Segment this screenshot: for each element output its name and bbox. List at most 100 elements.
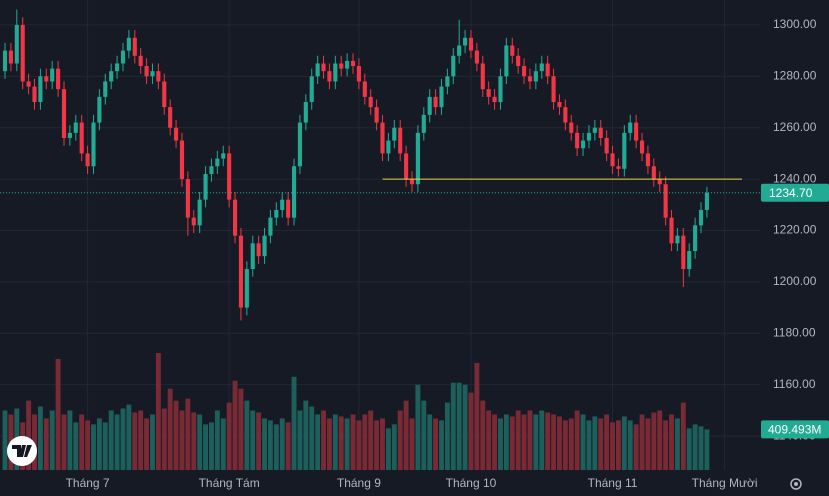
settings-icon[interactable] xyxy=(790,478,802,490)
candle-body xyxy=(645,153,650,167)
candle-body xyxy=(179,140,185,180)
volume-bar xyxy=(598,418,604,470)
volume-bar xyxy=(639,414,645,470)
candle-body xyxy=(221,153,226,159)
volume-bar xyxy=(279,418,285,470)
volume-bar xyxy=(610,422,615,470)
volume-bar xyxy=(220,418,226,470)
candle-body xyxy=(563,107,568,123)
candle-body xyxy=(44,76,49,82)
volume-bar xyxy=(568,418,574,470)
candle-body xyxy=(398,127,403,154)
candle-body xyxy=(215,158,220,167)
volume-bar xyxy=(669,414,674,470)
volume-bar xyxy=(533,414,539,470)
volume-bar xyxy=(421,400,427,470)
volume-bar xyxy=(663,420,669,470)
candle-body xyxy=(168,107,173,128)
volume-bar xyxy=(427,414,433,470)
volume-bar xyxy=(144,418,150,470)
volume-bar xyxy=(680,402,686,470)
candle-body xyxy=(433,96,438,108)
candle-body xyxy=(8,50,13,64)
volume-bar xyxy=(326,418,332,470)
price-pane xyxy=(0,9,760,321)
candle-body xyxy=(374,107,379,123)
y-tick-label: 1200.00 xyxy=(773,274,817,288)
candle-body xyxy=(598,127,603,138)
candle-body xyxy=(85,153,90,167)
candle-body xyxy=(669,217,674,244)
volume-bar xyxy=(621,416,627,470)
candle-body xyxy=(120,50,126,64)
volume-bar xyxy=(486,410,492,470)
volume-bar xyxy=(627,420,633,470)
volume-bar xyxy=(515,410,521,470)
gear[interactable] xyxy=(790,478,802,490)
candle-body xyxy=(704,192,709,210)
candle-body xyxy=(421,114,426,133)
candle-body xyxy=(639,140,645,154)
candle-body xyxy=(32,86,37,103)
volume-bar xyxy=(633,424,639,470)
candle-body xyxy=(244,269,249,308)
y-tick-label: 1300.00 xyxy=(773,17,817,31)
volume-bar xyxy=(403,400,409,470)
candle-body xyxy=(303,102,308,123)
candle-body xyxy=(350,60,356,67)
last-volume-box xyxy=(761,420,829,439)
volume-bar xyxy=(167,388,173,470)
volume-bar xyxy=(657,410,663,470)
volume-bar xyxy=(385,428,391,470)
volume-bar xyxy=(273,424,279,470)
volume-bar xyxy=(185,398,191,470)
volume-bar xyxy=(238,388,244,470)
candle-body xyxy=(404,153,409,180)
candle-body xyxy=(415,132,420,185)
volume-bar xyxy=(409,418,415,470)
volume-bar xyxy=(49,410,55,470)
candle-body xyxy=(256,243,261,257)
candle-body xyxy=(280,199,285,210)
candle-body xyxy=(451,55,456,77)
candle-body xyxy=(109,71,114,82)
candle-body xyxy=(286,199,291,218)
candle-body xyxy=(463,37,468,46)
volume-bar xyxy=(615,420,621,470)
candle-body xyxy=(97,96,102,123)
y-tick-label: 1280.00 xyxy=(773,68,817,82)
volume-bar xyxy=(155,353,161,470)
candle-body xyxy=(651,166,656,180)
candle-body xyxy=(297,122,302,167)
candle-body xyxy=(345,60,350,69)
volume-bar xyxy=(492,414,498,470)
volume-bar xyxy=(244,400,250,470)
candle-body xyxy=(527,76,533,82)
volume-bar xyxy=(226,402,232,470)
volume-bar xyxy=(197,414,203,470)
candle-body xyxy=(522,66,527,77)
volume-bar xyxy=(444,402,450,470)
axes: 1140.001160.001180.001200.001220.001240.… xyxy=(66,17,829,490)
candle-body xyxy=(616,166,621,169)
candle-body xyxy=(191,217,196,226)
candle-body xyxy=(380,122,385,154)
candle-body xyxy=(232,199,238,236)
candle-body xyxy=(327,71,332,82)
candle-body xyxy=(474,50,479,64)
volume-bar xyxy=(391,424,397,470)
x-tick-label: Tháng 9 xyxy=(337,476,381,490)
candle-body xyxy=(2,50,8,72)
volume-bar xyxy=(368,410,374,470)
candle-body xyxy=(209,166,214,174)
volume-bar xyxy=(557,416,562,470)
volume-bar xyxy=(55,358,61,470)
candle-body xyxy=(551,76,556,103)
candle-body xyxy=(439,86,444,108)
candle-body xyxy=(516,55,521,67)
candle-body xyxy=(468,37,474,51)
candle-body xyxy=(580,140,586,149)
volume-bar xyxy=(397,410,403,470)
candle-body xyxy=(67,132,72,138)
